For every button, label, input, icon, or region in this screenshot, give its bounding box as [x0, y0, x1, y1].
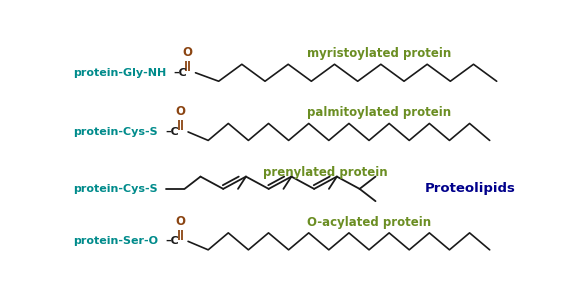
Text: –C: –C	[173, 68, 187, 78]
Text: myristoylated protein: myristoylated protein	[307, 47, 451, 60]
Text: prenylated protein: prenylated protein	[263, 166, 387, 179]
Text: palmitoylated protein: palmitoylated protein	[307, 106, 451, 119]
Text: protein-Cys-S: protein-Cys-S	[73, 127, 157, 137]
Text: –C: –C	[166, 236, 179, 246]
Text: protein-Ser-O: protein-Ser-O	[73, 236, 158, 246]
Text: protein-Cys-S: protein-Cys-S	[73, 184, 157, 194]
Text: O: O	[175, 105, 185, 118]
Text: O: O	[175, 215, 185, 228]
Text: Proteolipids: Proteolipids	[425, 182, 515, 195]
Text: O: O	[183, 46, 193, 59]
Text: –C: –C	[166, 127, 179, 137]
Text: O-acylated protein: O-acylated protein	[307, 216, 431, 229]
Text: protein-Gly-NH: protein-Gly-NH	[73, 68, 166, 78]
